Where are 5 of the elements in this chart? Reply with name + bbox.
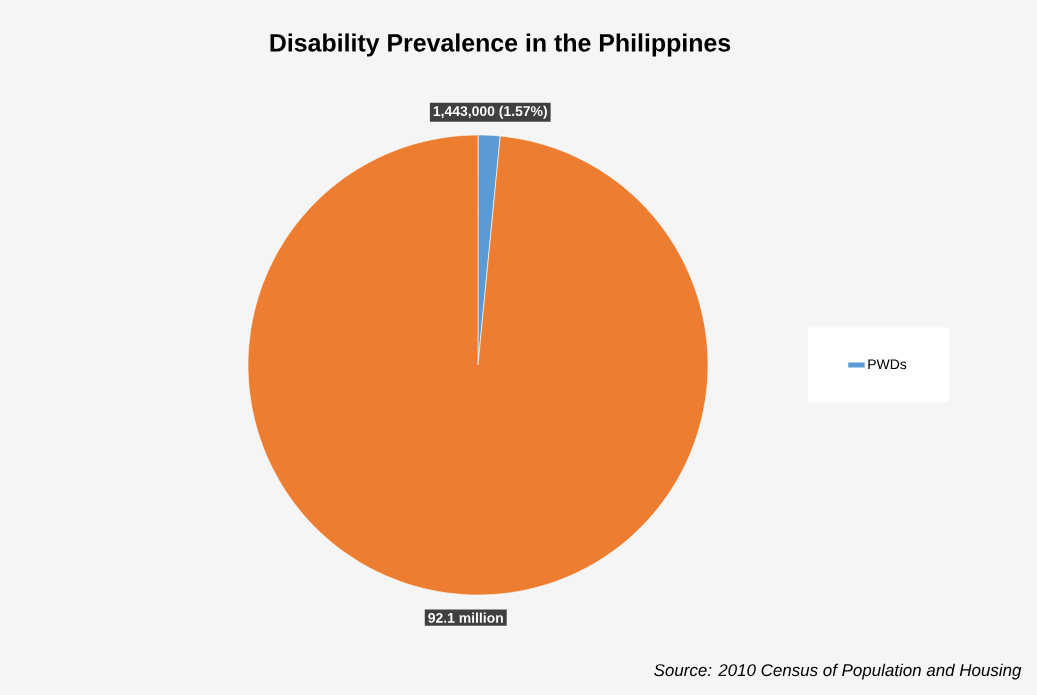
- chart-title: Disability Prevalence in the Philippines: [270, 33, 731, 57]
- data-label: 1,443,000 (1.57%): [433, 105, 547, 119]
- data-label: 92.1 million: [428, 612, 503, 623]
- legend-label: PWDs: [868, 359, 907, 370]
- source-note: Source: 2010 Census of Population and Housing: [654, 663, 1022, 680]
